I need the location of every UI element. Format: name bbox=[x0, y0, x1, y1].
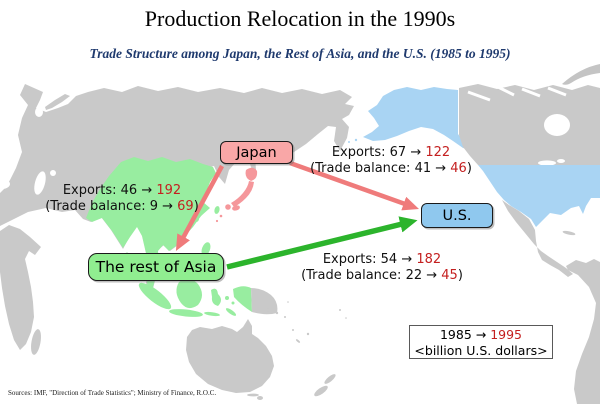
node-japan-label: Japan bbox=[236, 144, 277, 161]
flow-asia-to-us-exports: Exports: 54 → 182 bbox=[294, 252, 470, 268]
node-rest-of-asia: The rest of Asia bbox=[88, 253, 224, 281]
node-rest-of-asia-label: The rest of Asia bbox=[95, 258, 217, 276]
legend-years: 1985 → 1995 bbox=[410, 327, 552, 343]
legend-box: 1985 → 1995 <billion U.S. dollars> bbox=[409, 325, 553, 359]
landmass-mexico bbox=[502, 200, 573, 277]
landmass-canada bbox=[459, 84, 600, 165]
node-japan: Japan bbox=[220, 141, 293, 164]
balance-prefix: (Trade balance: 9 → bbox=[45, 198, 178, 214]
canada-waterways bbox=[467, 85, 570, 166]
island-novaya-zemlya bbox=[45, 94, 70, 110]
landmass-us-blue bbox=[478, 165, 600, 227]
legend-unit: <billion U.S. dollars> bbox=[414, 342, 548, 358]
page-subtitle: Trade Structure among Japan, the Rest of… bbox=[89, 46, 511, 61]
inland-seas bbox=[0, 107, 56, 228]
island-cuba bbox=[562, 230, 576, 236]
legend-years-value: 1995 bbox=[490, 327, 523, 342]
island-new-guinea-east bbox=[251, 288, 278, 315]
legend-years-prefix: 1985 → bbox=[439, 327, 491, 342]
node-us: U.S. bbox=[421, 203, 493, 228]
flow-asia-to-us-text: Exports: 54 → 182 (Trade balance: 22 → 4… bbox=[294, 252, 470, 283]
landmass-japan-pink bbox=[215, 167, 258, 223]
landmass-australia bbox=[186, 319, 274, 393]
exports-value: 182 bbox=[416, 252, 442, 267]
balance-value: 45 bbox=[441, 267, 458, 283]
exports-prefix: Exports: 46 → bbox=[62, 183, 157, 198]
flow-japan-to-us-exports: Exports: 67 → 122 bbox=[303, 145, 479, 161]
balance-suffix: ) bbox=[457, 267, 463, 283]
landmass-alaska-blue bbox=[363, 87, 471, 150]
sources-note: Sources: IMF, "Direction of Trade Statis… bbox=[8, 389, 217, 397]
flow-japan-to-asia-text: Exports: 46 → 192 (Trade balance: 9 → 69… bbox=[33, 183, 211, 214]
landmass-asia-green bbox=[86, 157, 216, 295]
exports-prefix: Exports: 54 → bbox=[322, 252, 417, 267]
flow-japan-to-asia-balance: (Trade balance: 9 → 69) bbox=[33, 199, 211, 215]
balance-value: 46 bbox=[450, 160, 467, 176]
arrow-asia-to-us bbox=[226, 216, 418, 270]
page-title: Production Relocation in the 1990s bbox=[144, 6, 456, 31]
corner-swoosh bbox=[562, 64, 600, 85]
aleutian-islands bbox=[348, 138, 358, 143]
flow-japan-to-us-balance: (Trade balance: 41 → 46) bbox=[303, 161, 479, 177]
exports-prefix: Exports: 67 → bbox=[331, 145, 426, 160]
arrow-japan-to-us bbox=[289, 160, 419, 211]
oceania-islands bbox=[247, 301, 347, 400]
exports-value: 192 bbox=[156, 183, 182, 198]
flow-japan-to-us-text: Exports: 67 → 122 (Trade balance: 41 → 4… bbox=[303, 145, 479, 176]
balance-prefix: (Trade balance: 22 → bbox=[301, 267, 442, 283]
node-us-label: U.S. bbox=[442, 207, 472, 224]
flow-asia-to-us-balance: (Trade balance: 22 → 45) bbox=[294, 268, 470, 284]
balance-suffix: ) bbox=[466, 160, 472, 176]
landmass-south-america bbox=[566, 259, 600, 404]
balance-value: 69 bbox=[177, 198, 194, 214]
balance-suffix: ) bbox=[193, 198, 199, 214]
balance-prefix: (Trade balance: 41 → bbox=[310, 160, 451, 176]
flow-japan-to-asia-exports: Exports: 46 → 192 bbox=[33, 183, 211, 199]
landmass-africa bbox=[0, 225, 41, 350]
island-madagascar bbox=[31, 329, 41, 355]
exports-value: 122 bbox=[425, 145, 451, 160]
arrow-japan-to-asia bbox=[175, 164, 224, 252]
